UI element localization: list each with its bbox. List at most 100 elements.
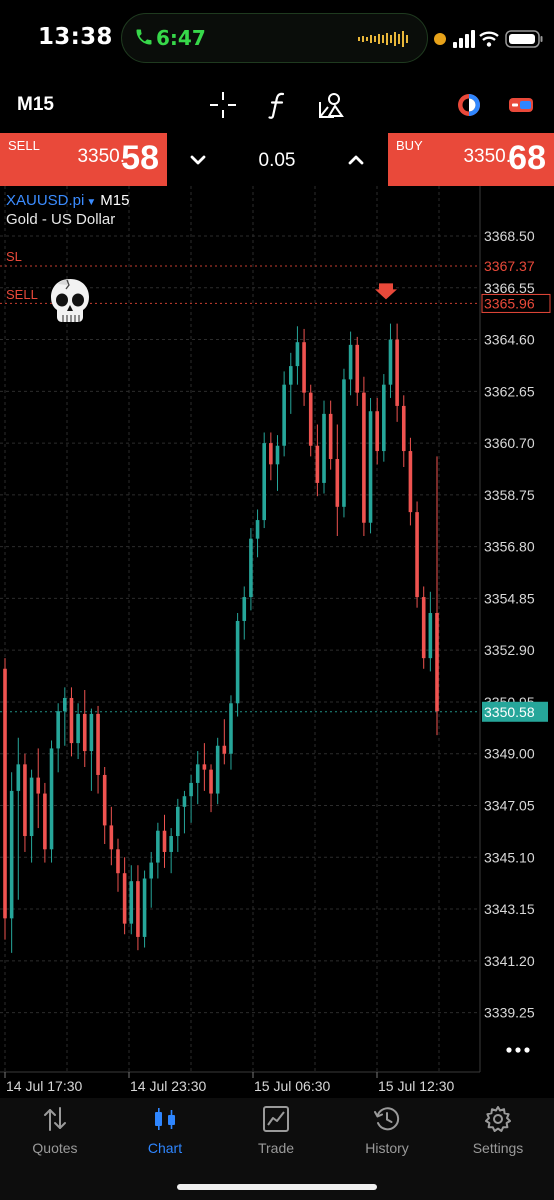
- status-time: 13:38: [38, 24, 113, 50]
- call-indicator[interactable]: 6:47: [121, 13, 428, 63]
- candle-body: [9, 790, 14, 919]
- tab-label: Settings: [472, 1140, 524, 1156]
- tab-label: Trade: [257, 1140, 295, 1156]
- symbol-name[interactable]: XAUUSD.pi: [6, 192, 85, 209]
- x-tick-label: 14 Jul 17:30: [6, 1078, 82, 1094]
- candle-body: [255, 520, 260, 539]
- tab-chart[interactable]: Chart: [110, 1098, 220, 1166]
- candle-body: [428, 613, 433, 659]
- tab-history[interactable]: History: [332, 1098, 442, 1166]
- bottom-tab-bar: Quotes Chart Trade History: [0, 1098, 554, 1200]
- buy-price-pips: 68: [508, 139, 546, 177]
- y-tick-label: 3356.80: [484, 539, 535, 555]
- symbol-timeframe: M15: [100, 192, 130, 209]
- candle-body: [16, 764, 21, 791]
- more-options-icon[interactable]: [504, 1043, 532, 1057]
- candle-body: [36, 777, 41, 794]
- candle-body: [162, 830, 167, 852]
- volume-value[interactable]: 0.05: [258, 150, 296, 171]
- account-icon[interactable]: [506, 90, 536, 120]
- chart-toolbar: M15: [0, 78, 554, 132]
- candle-body: [388, 339, 393, 385]
- candle-body: [156, 830, 160, 863]
- quotes-icon: [44, 1107, 66, 1131]
- candle-body: [129, 881, 134, 924]
- call-duration: 6:47: [156, 26, 206, 50]
- candle-body: [215, 745, 220, 794]
- x-tick-label: 15 Jul 06:30: [254, 1078, 330, 1094]
- timeframe-selector[interactable]: M15: [17, 94, 54, 115]
- candle-body: [229, 703, 233, 754]
- candle-body: [136, 881, 140, 937]
- candle-body: [102, 774, 107, 826]
- candle-body: [235, 620, 240, 704]
- candle-body: [195, 764, 200, 783]
- sell-button[interactable]: SELL 3350. 58: [0, 133, 167, 186]
- sell-position-line-label[interactable]: SELL: [6, 287, 38, 302]
- candle-body: [328, 413, 333, 460]
- candlestick-chart[interactable]: 3368.50 3366.55 3364.60 3362.65 3360.70 3358.…: [0, 186, 554, 1098]
- candle-body: [315, 445, 320, 483]
- symbol-description: Gold - US Dollar: [6, 211, 116, 228]
- y-tick-label: 3352.90: [484, 642, 535, 658]
- buy-price-main: 3350.: [463, 146, 511, 167]
- stop-loss-line-label[interactable]: SL: [6, 249, 22, 264]
- candle-body: [382, 384, 386, 452]
- volume-decrease-button[interactable]: [185, 147, 211, 173]
- tab-label: Chart: [147, 1140, 183, 1156]
- candle-body: [348, 344, 353, 380]
- candle-body: [109, 825, 114, 850]
- y-tick-label: 3339.25: [484, 1005, 535, 1021]
- recording-dot-icon: [434, 33, 446, 45]
- tab-quotes[interactable]: Quotes: [0, 1098, 110, 1166]
- candle-body: [401, 405, 406, 452]
- candle-body: [368, 411, 373, 523]
- candle-body: [408, 451, 413, 513]
- candle-body: [242, 597, 247, 621]
- candle-body: [308, 392, 313, 446]
- one-click-trading-panel: SELL 3350. 58 0.05 BUY 3350. 68: [0, 133, 554, 186]
- candle-body: [355, 344, 360, 393]
- candle-body: [56, 711, 60, 749]
- tab-settings[interactable]: Settings: [443, 1098, 553, 1166]
- buy-label: BUY: [396, 138, 423, 153]
- chart-icon: [155, 1108, 175, 1130]
- candle-body: [202, 764, 207, 770]
- candle-body: [421, 597, 426, 659]
- volume-increase-button[interactable]: [343, 147, 369, 173]
- sell-price-pips: 58: [121, 139, 159, 177]
- function-icon[interactable]: [263, 90, 293, 120]
- y-tick-label: 3349.00: [484, 746, 535, 762]
- candle-body: [23, 764, 27, 837]
- crosshair-icon[interactable]: [208, 90, 238, 120]
- entry-price-tag: 3365.96: [484, 295, 535, 311]
- y-tick-label: 3362.65: [484, 383, 535, 399]
- status-indicators: [434, 30, 543, 48]
- candle-body: [89, 713, 94, 752]
- candle-body: [295, 342, 300, 367]
- price-chart[interactable]: 3368.50 3366.55 3364.60 3362.65 3360.70 3358.…: [0, 186, 554, 1098]
- color-scheme-icon[interactable]: [454, 90, 484, 120]
- signal-icon: [453, 30, 475, 48]
- y-tick-label: 3341.20: [484, 953, 535, 969]
- settings-icon: [485, 1106, 511, 1132]
- objects-icon[interactable]: [316, 90, 346, 120]
- candle-body: [169, 836, 173, 852]
- sell-label: SELL: [8, 138, 40, 153]
- symbol-header[interactable]: XAUUSD.pi ▼ M15: [6, 192, 129, 209]
- candle-body: [302, 342, 306, 393]
- candle-body: [142, 878, 147, 937]
- y-tick-label: 3368.50: [484, 228, 535, 244]
- candle-body: [82, 713, 87, 752]
- candle-body: [69, 697, 74, 744]
- candle-body: [249, 538, 253, 598]
- x-tick-label: 15 Jul 12:30: [378, 1078, 454, 1094]
- y-tick-label: 3354.85: [484, 590, 535, 606]
- tab-trade[interactable]: Trade: [221, 1098, 331, 1166]
- skull-icon: [51, 279, 89, 322]
- home-indicator[interactable]: [177, 1184, 377, 1190]
- buy-button[interactable]: BUY 3350. 68: [388, 133, 554, 186]
- candle-body: [96, 713, 100, 775]
- symbol-dropdown-icon[interactable]: ▼: [86, 197, 97, 208]
- candle-body: [149, 862, 154, 879]
